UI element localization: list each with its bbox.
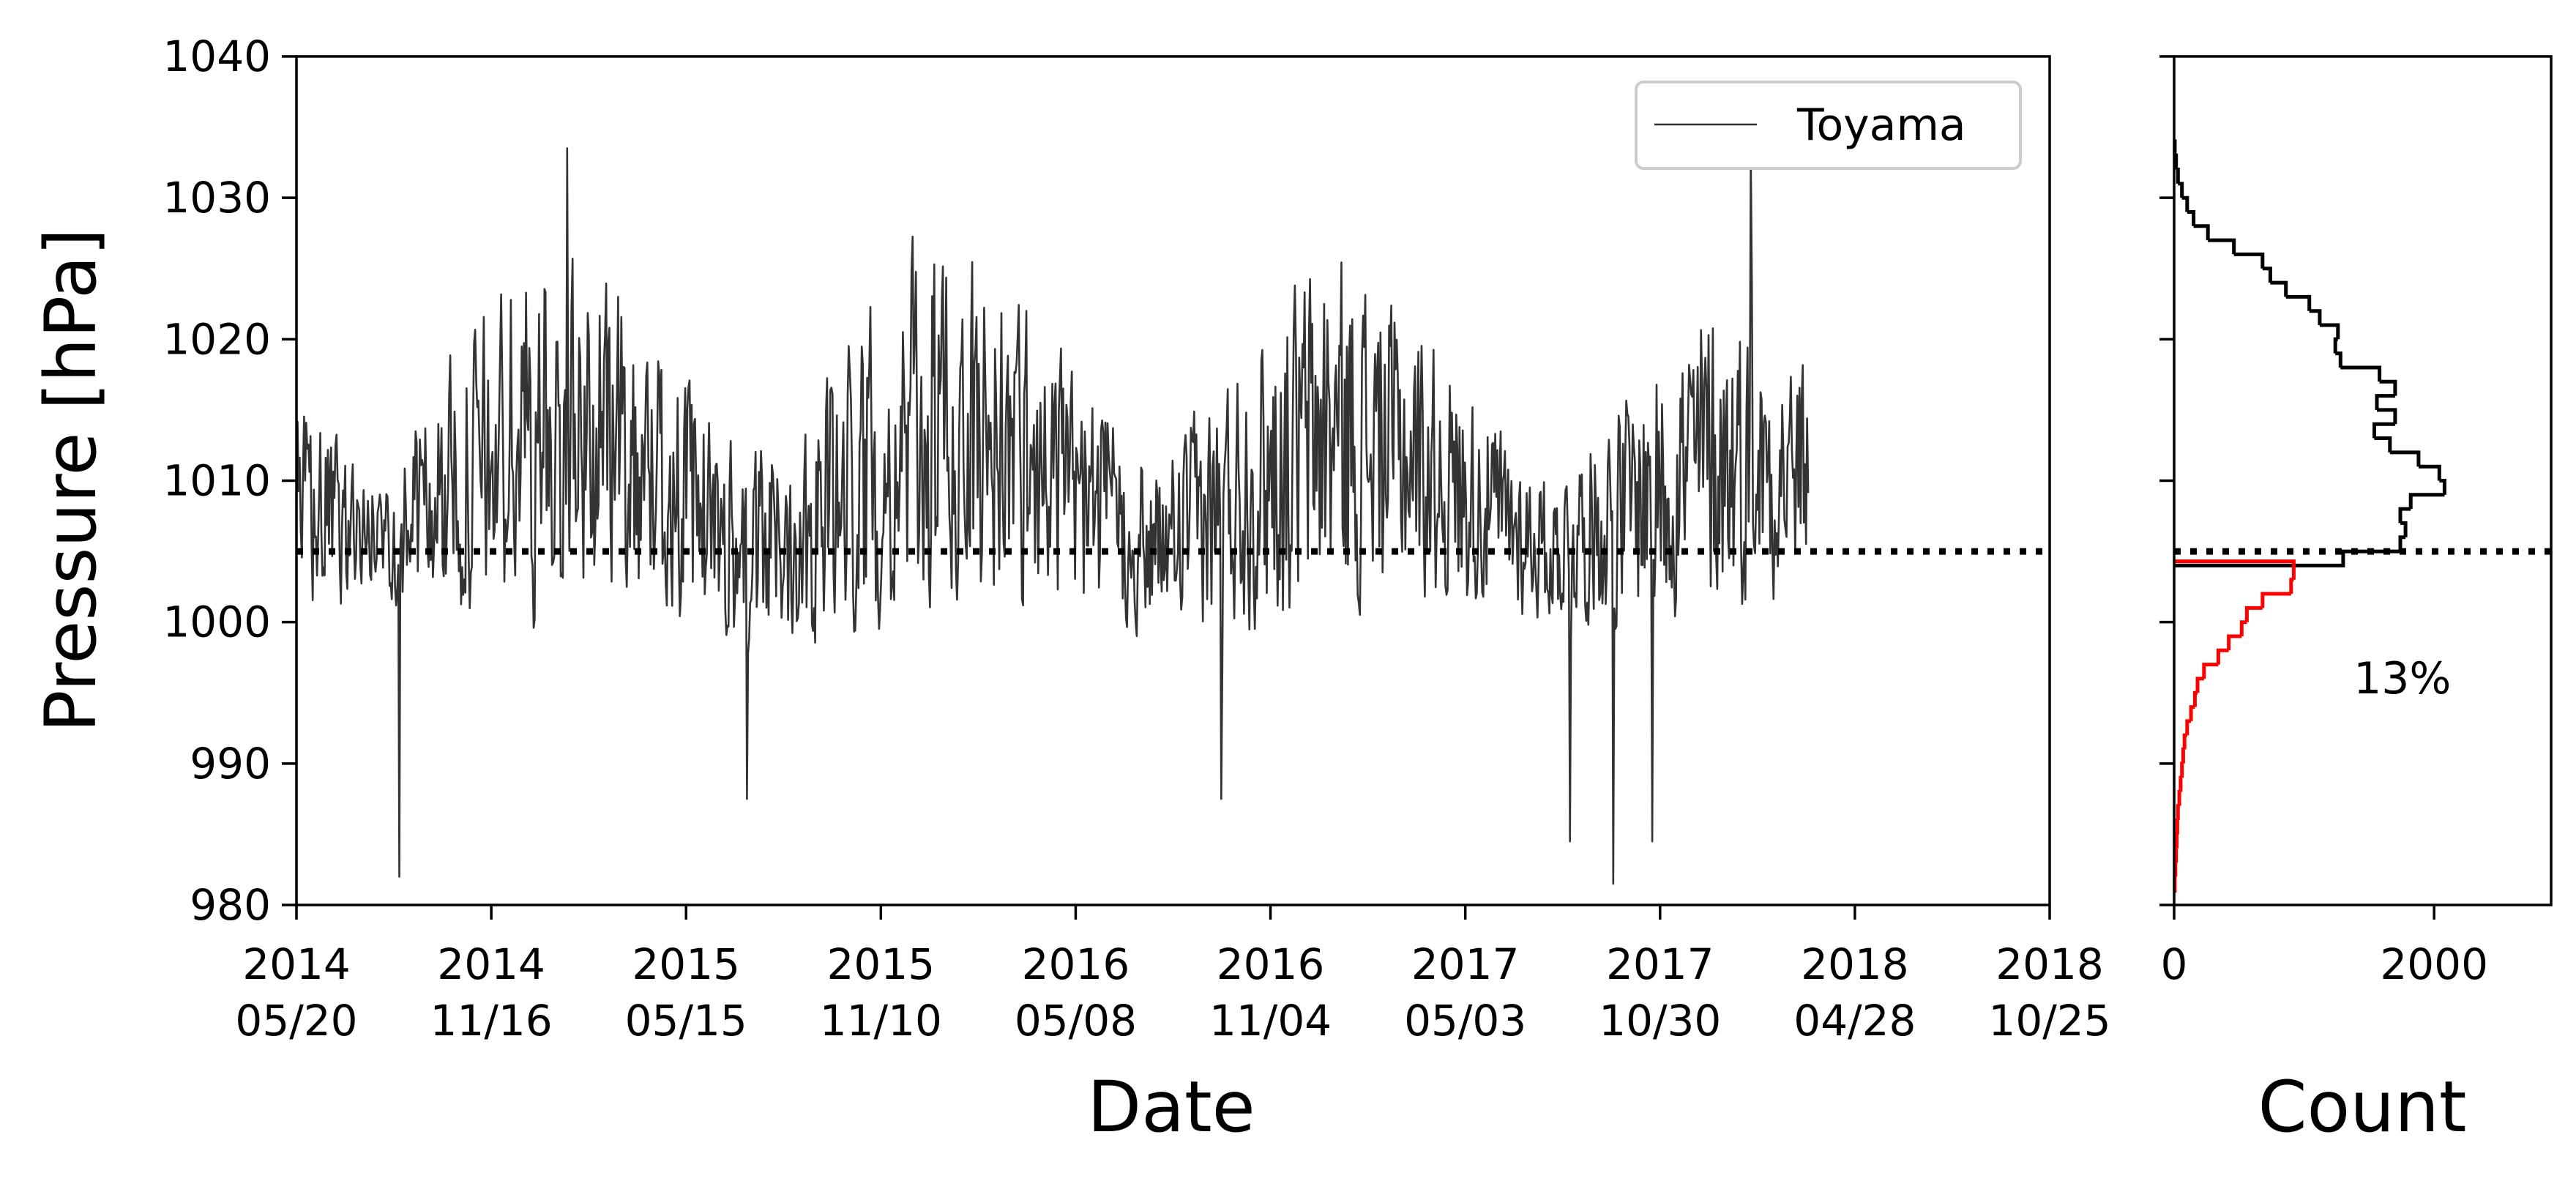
y-tick-label: 1020	[163, 314, 271, 364]
x-tick-label-year: 2017	[1606, 939, 1714, 989]
hist-bin-below	[2244, 606, 2263, 622]
hist-bin-below	[2181, 748, 2185, 764]
hist-x-axis-title: Count	[2258, 1066, 2466, 1148]
hist-bin-above	[2319, 323, 2340, 340]
y-tick-label: 1030	[163, 173, 271, 223]
hist-bin-above	[2340, 365, 2382, 382]
x-tick-label-year: 2018	[1801, 939, 1909, 989]
hist-bin-below	[2260, 592, 2291, 608]
hist-bin-below	[2202, 663, 2219, 679]
hist-x-tick-label: 2000	[2380, 939, 2488, 989]
hist-bin-above	[2176, 168, 2180, 184]
x-tick-label-year: 2015	[827, 939, 936, 989]
x-tick-label-day: 04/28	[1793, 996, 1916, 1046]
pressure-count-histogram: 0 2000 Count 13%	[2159, 55, 2553, 1148]
hist-bin-below	[2175, 832, 2179, 849]
x-axis-title: Date	[1087, 1066, 1255, 1148]
hist-bin-above	[2285, 294, 2312, 311]
x-tick-label-day: 05/08	[1015, 996, 1137, 1046]
hist-bin-below	[2180, 761, 2184, 778]
hist-bin-below	[2216, 648, 2229, 665]
hist-bin-above	[2375, 394, 2395, 410]
hist-bin-above	[2398, 507, 2411, 524]
hist-bin-above	[2262, 267, 2272, 283]
hist-bin-above	[2377, 408, 2397, 425]
hist-bin-below	[2179, 775, 2183, 792]
hist-bin-below	[2175, 818, 2179, 835]
hist-bin-above	[2418, 464, 2441, 481]
hist-bin-above	[2408, 493, 2445, 510]
x-tick-label-day: 10/30	[1599, 996, 1721, 1046]
hist-bin-below	[2227, 634, 2242, 651]
x-tick-label-year: 2016	[1022, 939, 1130, 989]
y-tick-label: 980	[190, 880, 271, 930]
y-tick-label: 990	[190, 739, 271, 789]
x-tick-label-day: 11/04	[1209, 996, 1332, 1046]
hist-bin-above	[2389, 450, 2421, 467]
x-tick-label-day: 05/20	[235, 996, 357, 1046]
hist-bin-above	[2187, 210, 2196, 226]
hist-bin-above	[2379, 379, 2397, 396]
hist-bin-above	[2309, 309, 2322, 325]
hist-bin-below	[2174, 846, 2179, 863]
hist-bin-above	[2193, 224, 2210, 241]
hist-bin-below	[2195, 677, 2204, 693]
x-tick-label-year: 2015	[632, 939, 740, 989]
x-tick-label-year: 2014	[242, 939, 351, 989]
x-tick-label-day: 11/10	[820, 996, 942, 1046]
x-tick-label-day: 05/15	[625, 996, 747, 1046]
x-tick-label-year: 2018	[1996, 939, 2104, 989]
hist-bin-above	[2208, 238, 2236, 255]
hist-x-tick-label: 0	[2161, 939, 2188, 989]
hist-bin-below	[2176, 804, 2180, 821]
hist-bin-below	[2177, 790, 2181, 806]
x-tick-label-year: 2014	[437, 939, 545, 989]
hist-bin-above	[2270, 280, 2288, 297]
legend-label-toyama: Toyama	[1796, 100, 1966, 151]
x-tick-label-day: 11/16	[430, 996, 553, 1046]
x-tick-label-day: 05/03	[1404, 996, 1526, 1046]
hist-bin-above	[2374, 436, 2392, 452]
series-line-toyama	[295, 147, 1810, 885]
x-tick-label-day: 10/25	[1988, 996, 2110, 1046]
x-tick-label-year: 2017	[1411, 939, 1520, 989]
y-tick-label: 1010	[163, 456, 271, 506]
hist-bin-above	[2372, 422, 2395, 439]
legend-box	[1635, 81, 2022, 170]
hist-bin-above	[2233, 252, 2265, 269]
percent-below-annotation: 13%	[2353, 653, 2451, 704]
y-axis-title: Pressure [hPa]	[30, 228, 112, 733]
y-tick-label: 1000	[163, 597, 271, 647]
hist-bin-below	[2174, 559, 2296, 580]
y-tick-label: 1040	[163, 31, 271, 81]
pressure-time-series-chart: 980 990 1000 1010 1020 1030 1040 2014 05/20 2014 1…	[30, 31, 2111, 1148]
x-tick-label-year: 2016	[1217, 939, 1325, 989]
